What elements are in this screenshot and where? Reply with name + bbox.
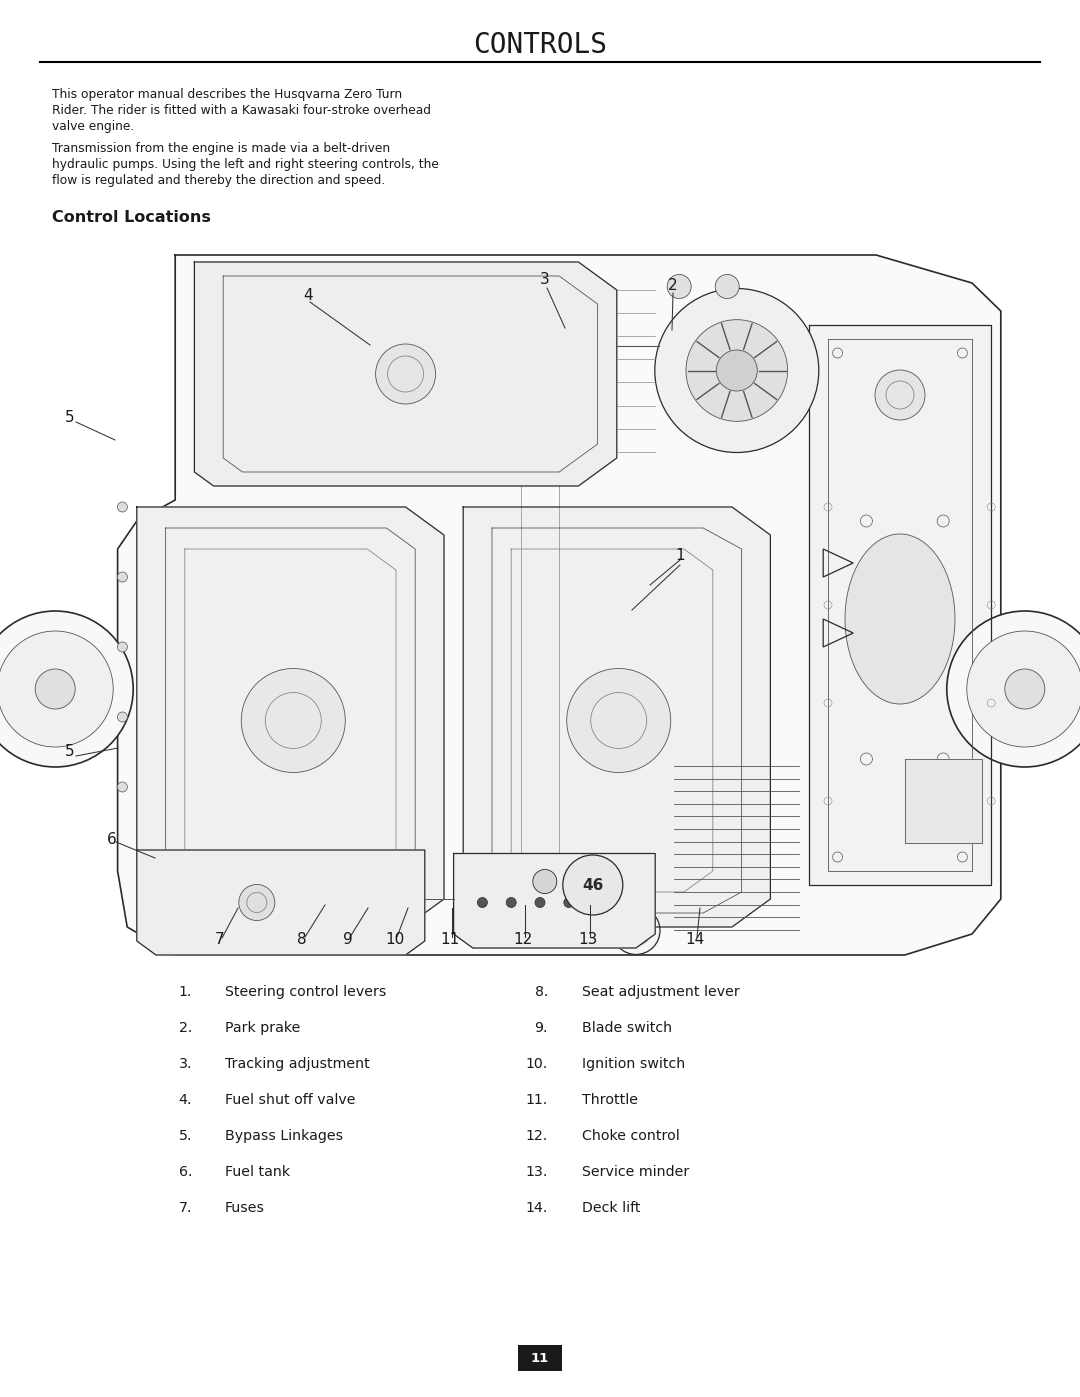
Circle shape [621, 915, 651, 946]
Polygon shape [454, 854, 656, 949]
Text: 8: 8 [297, 933, 307, 947]
Text: This operator manual describes the Husqvarna Zero Turn: This operator manual describes the Husqv… [52, 88, 402, 101]
Text: 10: 10 [386, 933, 405, 947]
Text: 2: 2 [669, 278, 678, 292]
Text: Seat adjustment lever: Seat adjustment lever [582, 985, 740, 999]
Polygon shape [905, 759, 982, 842]
Text: 9.: 9. [535, 1021, 548, 1035]
Text: Deck lift: Deck lift [582, 1201, 640, 1215]
Circle shape [603, 897, 612, 908]
Text: CONTROLS: CONTROLS [473, 31, 607, 59]
Text: 8.: 8. [535, 985, 548, 999]
Text: Choke control: Choke control [582, 1129, 679, 1143]
Text: 3.: 3. [178, 1058, 192, 1071]
Circle shape [667, 274, 691, 299]
Circle shape [716, 351, 757, 391]
Text: flow is regulated and thereby the direction and speed.: flow is regulated and thereby the direct… [52, 175, 386, 187]
Text: Fuel tank: Fuel tank [225, 1165, 291, 1179]
Circle shape [118, 643, 127, 652]
Text: 14.: 14. [526, 1201, 548, 1215]
Text: 14: 14 [686, 933, 704, 947]
FancyBboxPatch shape [518, 1345, 562, 1370]
Circle shape [686, 320, 787, 422]
Circle shape [118, 782, 127, 792]
Text: 4.: 4. [178, 1092, 192, 1106]
Circle shape [612, 907, 660, 954]
Text: Control Locations: Control Locations [52, 210, 211, 225]
Polygon shape [194, 263, 617, 486]
Circle shape [0, 631, 113, 747]
Circle shape [228, 915, 257, 946]
Circle shape [118, 502, 127, 511]
Text: Blade switch: Blade switch [582, 1021, 672, 1035]
Text: Steering control levers: Steering control levers [225, 985, 387, 999]
Text: 11: 11 [531, 1351, 549, 1365]
Text: 13: 13 [578, 933, 597, 947]
Circle shape [654, 289, 819, 453]
Text: Tracking adjustment: Tracking adjustment [225, 1058, 369, 1071]
Circle shape [477, 897, 487, 908]
Circle shape [947, 610, 1080, 767]
Text: 11: 11 [441, 933, 460, 947]
Text: 5: 5 [65, 745, 75, 760]
Text: Fuses: Fuses [225, 1201, 265, 1215]
Text: 4: 4 [303, 288, 313, 303]
Circle shape [967, 631, 1080, 747]
Circle shape [239, 884, 274, 921]
Text: Throttle: Throttle [582, 1092, 638, 1106]
Text: 6: 6 [107, 833, 117, 848]
Circle shape [0, 610, 133, 767]
Circle shape [567, 669, 671, 773]
Circle shape [535, 897, 545, 908]
Text: Bypass Linkages: Bypass Linkages [225, 1129, 343, 1143]
Text: valve engine.: valve engine. [52, 120, 134, 133]
Text: Park prake: Park prake [225, 1021, 300, 1035]
Circle shape [532, 869, 557, 894]
Polygon shape [137, 849, 424, 956]
Polygon shape [118, 256, 1001, 956]
Polygon shape [809, 326, 991, 886]
Text: 2.: 2. [178, 1021, 192, 1035]
Circle shape [1004, 669, 1044, 710]
Text: Service minder: Service minder [582, 1165, 689, 1179]
Text: 1: 1 [675, 548, 685, 563]
Circle shape [118, 712, 127, 722]
Polygon shape [137, 507, 444, 928]
Text: Fuel shut off valve: Fuel shut off valve [225, 1092, 355, 1106]
Circle shape [376, 344, 435, 404]
Text: 3: 3 [540, 272, 550, 288]
Polygon shape [463, 507, 770, 928]
Text: 46: 46 [582, 877, 604, 893]
Text: 9: 9 [343, 933, 353, 947]
Text: Transmission from the engine is made via a belt-driven: Transmission from the engine is made via… [52, 142, 390, 155]
Ellipse shape [845, 534, 955, 704]
Circle shape [118, 571, 127, 583]
Text: 7.: 7. [178, 1201, 192, 1215]
Text: 5: 5 [65, 411, 75, 426]
Text: hydraulic pumps. Using the left and right steering controls, the: hydraulic pumps. Using the left and righ… [52, 158, 438, 170]
Text: 6.: 6. [178, 1165, 192, 1179]
Circle shape [715, 274, 739, 299]
Circle shape [564, 897, 573, 908]
Circle shape [875, 370, 924, 420]
Text: 12.: 12. [526, 1129, 548, 1143]
Text: 7: 7 [215, 933, 225, 947]
Text: 1.: 1. [178, 985, 192, 999]
Text: 5.: 5. [178, 1129, 192, 1143]
Text: 12: 12 [513, 933, 532, 947]
Circle shape [241, 669, 346, 773]
Circle shape [507, 897, 516, 908]
Text: Ignition switch: Ignition switch [582, 1058, 685, 1071]
Text: Rider. The rider is fitted with a Kawasaki four-stroke overhead: Rider. The rider is fitted with a Kawasa… [52, 103, 431, 117]
Text: 10.: 10. [526, 1058, 548, 1071]
Text: 11.: 11. [526, 1092, 548, 1106]
Circle shape [218, 907, 267, 954]
Text: 13.: 13. [526, 1165, 548, 1179]
Circle shape [36, 669, 76, 710]
Circle shape [563, 855, 623, 915]
